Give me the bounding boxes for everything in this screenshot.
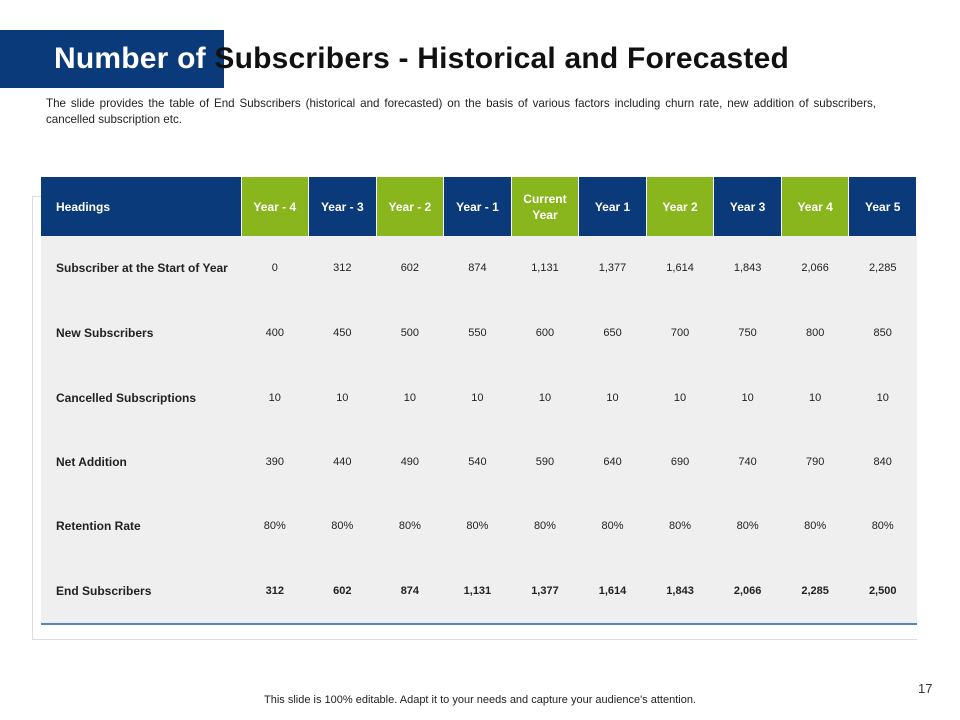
title-part-1: Number of <box>54 42 206 75</box>
table-cell: 10 <box>876 392 889 404</box>
header-cell-year: Current Year <box>511 177 580 236</box>
table-cell: 10 <box>268 392 281 404</box>
table-cell: 874 <box>468 262 487 274</box>
table-cell: 874 <box>400 584 420 597</box>
title-accent-block <box>0 30 224 88</box>
table-cell: 540 <box>468 456 487 468</box>
table-cell: 1,131 <box>463 584 492 597</box>
row-label: New Subscribers <box>56 326 154 340</box>
header-cell-headings: Headings <box>41 177 242 236</box>
table-body: Subscriber at the Start of Year 0 312 602 87… <box>41 236 917 624</box>
table-row: Cancelled Subscriptions 10 10 10 10 10 10 10 10 1… <box>41 366 917 430</box>
table-cell: 2,285 <box>801 584 829 597</box>
table-cell: 750 <box>738 327 757 339</box>
table-cell: 500 <box>400 327 420 339</box>
table-cell: 1,377 <box>531 584 559 597</box>
header-cell-year: Year - 1 <box>443 177 512 236</box>
table-cell: 10 <box>471 392 484 404</box>
table-cell: 1,843 <box>666 584 694 597</box>
table-cell: 2,066 <box>801 262 829 274</box>
table-row: Retention Rate 80% 80% 80% 80% 80% 80% 80% 80% 80… <box>41 494 917 558</box>
table-cell: 1,131 <box>531 262 559 274</box>
table-cell: 312 <box>333 262 352 274</box>
row-label: End Subscribers <box>56 583 152 598</box>
table-cell: 10 <box>538 392 552 404</box>
table-cell: 1,843 <box>733 262 762 274</box>
header-cell-year: Year 5 <box>848 177 917 236</box>
header-cell-year: Year - 4 <box>241 177 310 236</box>
table-cell: 740 <box>738 456 757 468</box>
table-cell: 80% <box>533 520 556 532</box>
table-row: End Subscribers 312 602 874 1,131 1,377 1,614 1… <box>41 558 917 624</box>
table-cell: 790 <box>805 456 825 468</box>
header-cell-year: Year 3 <box>713 177 782 236</box>
table-cell: 490 <box>400 456 420 468</box>
table-cell: 550 <box>468 327 487 339</box>
table-cell: 10 <box>336 392 349 404</box>
table-row: New Subscribers 400 450 500 550 600 650 700 750 8… <box>41 300 917 366</box>
table-cell: 80% <box>669 520 692 532</box>
row-label: Retention Rate <box>56 519 141 533</box>
table-cell: 850 <box>873 327 892 339</box>
table-cell: 450 <box>333 327 352 339</box>
footer-note: This slide is 100% editable. Adapt it to… <box>264 694 696 706</box>
table-cell: 80% <box>804 520 827 532</box>
slide-title: Number of Subscribers - Historical and F… <box>54 42 789 76</box>
table-cell: 650 <box>603 327 622 339</box>
table-header-row: Headings Year - 4 Year - 3 Year - 2 Year - 1… <box>41 177 917 236</box>
table-cell: 0 <box>271 262 278 274</box>
row-label: Subscriber at the Start of Year <box>56 261 228 275</box>
table-cell: 602 <box>400 262 420 274</box>
table-cell: 590 <box>535 456 555 468</box>
table-cell: 80% <box>398 520 421 532</box>
table-cell: 10 <box>403 392 416 404</box>
table-cell: 1,614 <box>666 262 694 274</box>
row-label: Cancelled Subscriptions <box>56 391 197 405</box>
header-cell-year: Year 4 <box>781 177 850 236</box>
header-cell-year: Year - 2 <box>376 177 445 236</box>
table-cell: 10 <box>741 392 754 404</box>
title-part-2: Subscribers - Historical and Forecasted <box>214 42 790 75</box>
header-cell-year: Year 1 <box>578 177 647 236</box>
table-cell: 400 <box>265 327 284 339</box>
table-cell: 10 <box>673 392 687 404</box>
table-cell: 690 <box>670 456 690 468</box>
table-cell: 2,285 <box>868 262 897 274</box>
table-cell: 1,377 <box>598 262 627 274</box>
table-cell: 602 <box>333 584 352 597</box>
table-cell: 312 <box>265 584 284 597</box>
table-cell: 80% <box>601 520 624 532</box>
table-cell: 10 <box>809 392 822 404</box>
table-cell: 1,614 <box>598 584 627 597</box>
header-cell-year: Year 2 <box>646 177 715 236</box>
slide-description: The slide provides the table of End Subs… <box>46 97 876 126</box>
table-cell: 840 <box>873 456 892 468</box>
table-cell: 800 <box>805 327 825 339</box>
table-cell: 80% <box>331 520 354 532</box>
row-label: Net Addition <box>56 455 127 469</box>
table-cell: 700 <box>670 327 690 339</box>
table-cell: 80% <box>466 520 489 532</box>
table-row: Subscriber at the Start of Year 0 312 602 87… <box>41 236 917 300</box>
table-cell: 600 <box>535 327 555 339</box>
table-cell: 2,500 <box>868 584 897 597</box>
table-cell: 2,066 <box>733 584 762 597</box>
table-cell: 80% <box>871 520 894 532</box>
table-cell: 640 <box>603 456 622 468</box>
table-cell: 390 <box>265 456 284 468</box>
table-cell: 10 <box>606 392 619 404</box>
header-cell-year: Year - 3 <box>308 177 377 236</box>
table-cell: 80% <box>263 520 286 532</box>
subscribers-table: Headings Year - 4 Year - 3 Year - 2 Year - 1… <box>41 177 917 625</box>
page-number: 17 <box>918 681 933 696</box>
table-row: Net Addition 390 440 490 540 590 640 690 740 790 8… <box>41 430 917 494</box>
table-cell: 80% <box>736 520 759 532</box>
table-cell: 440 <box>333 456 352 468</box>
